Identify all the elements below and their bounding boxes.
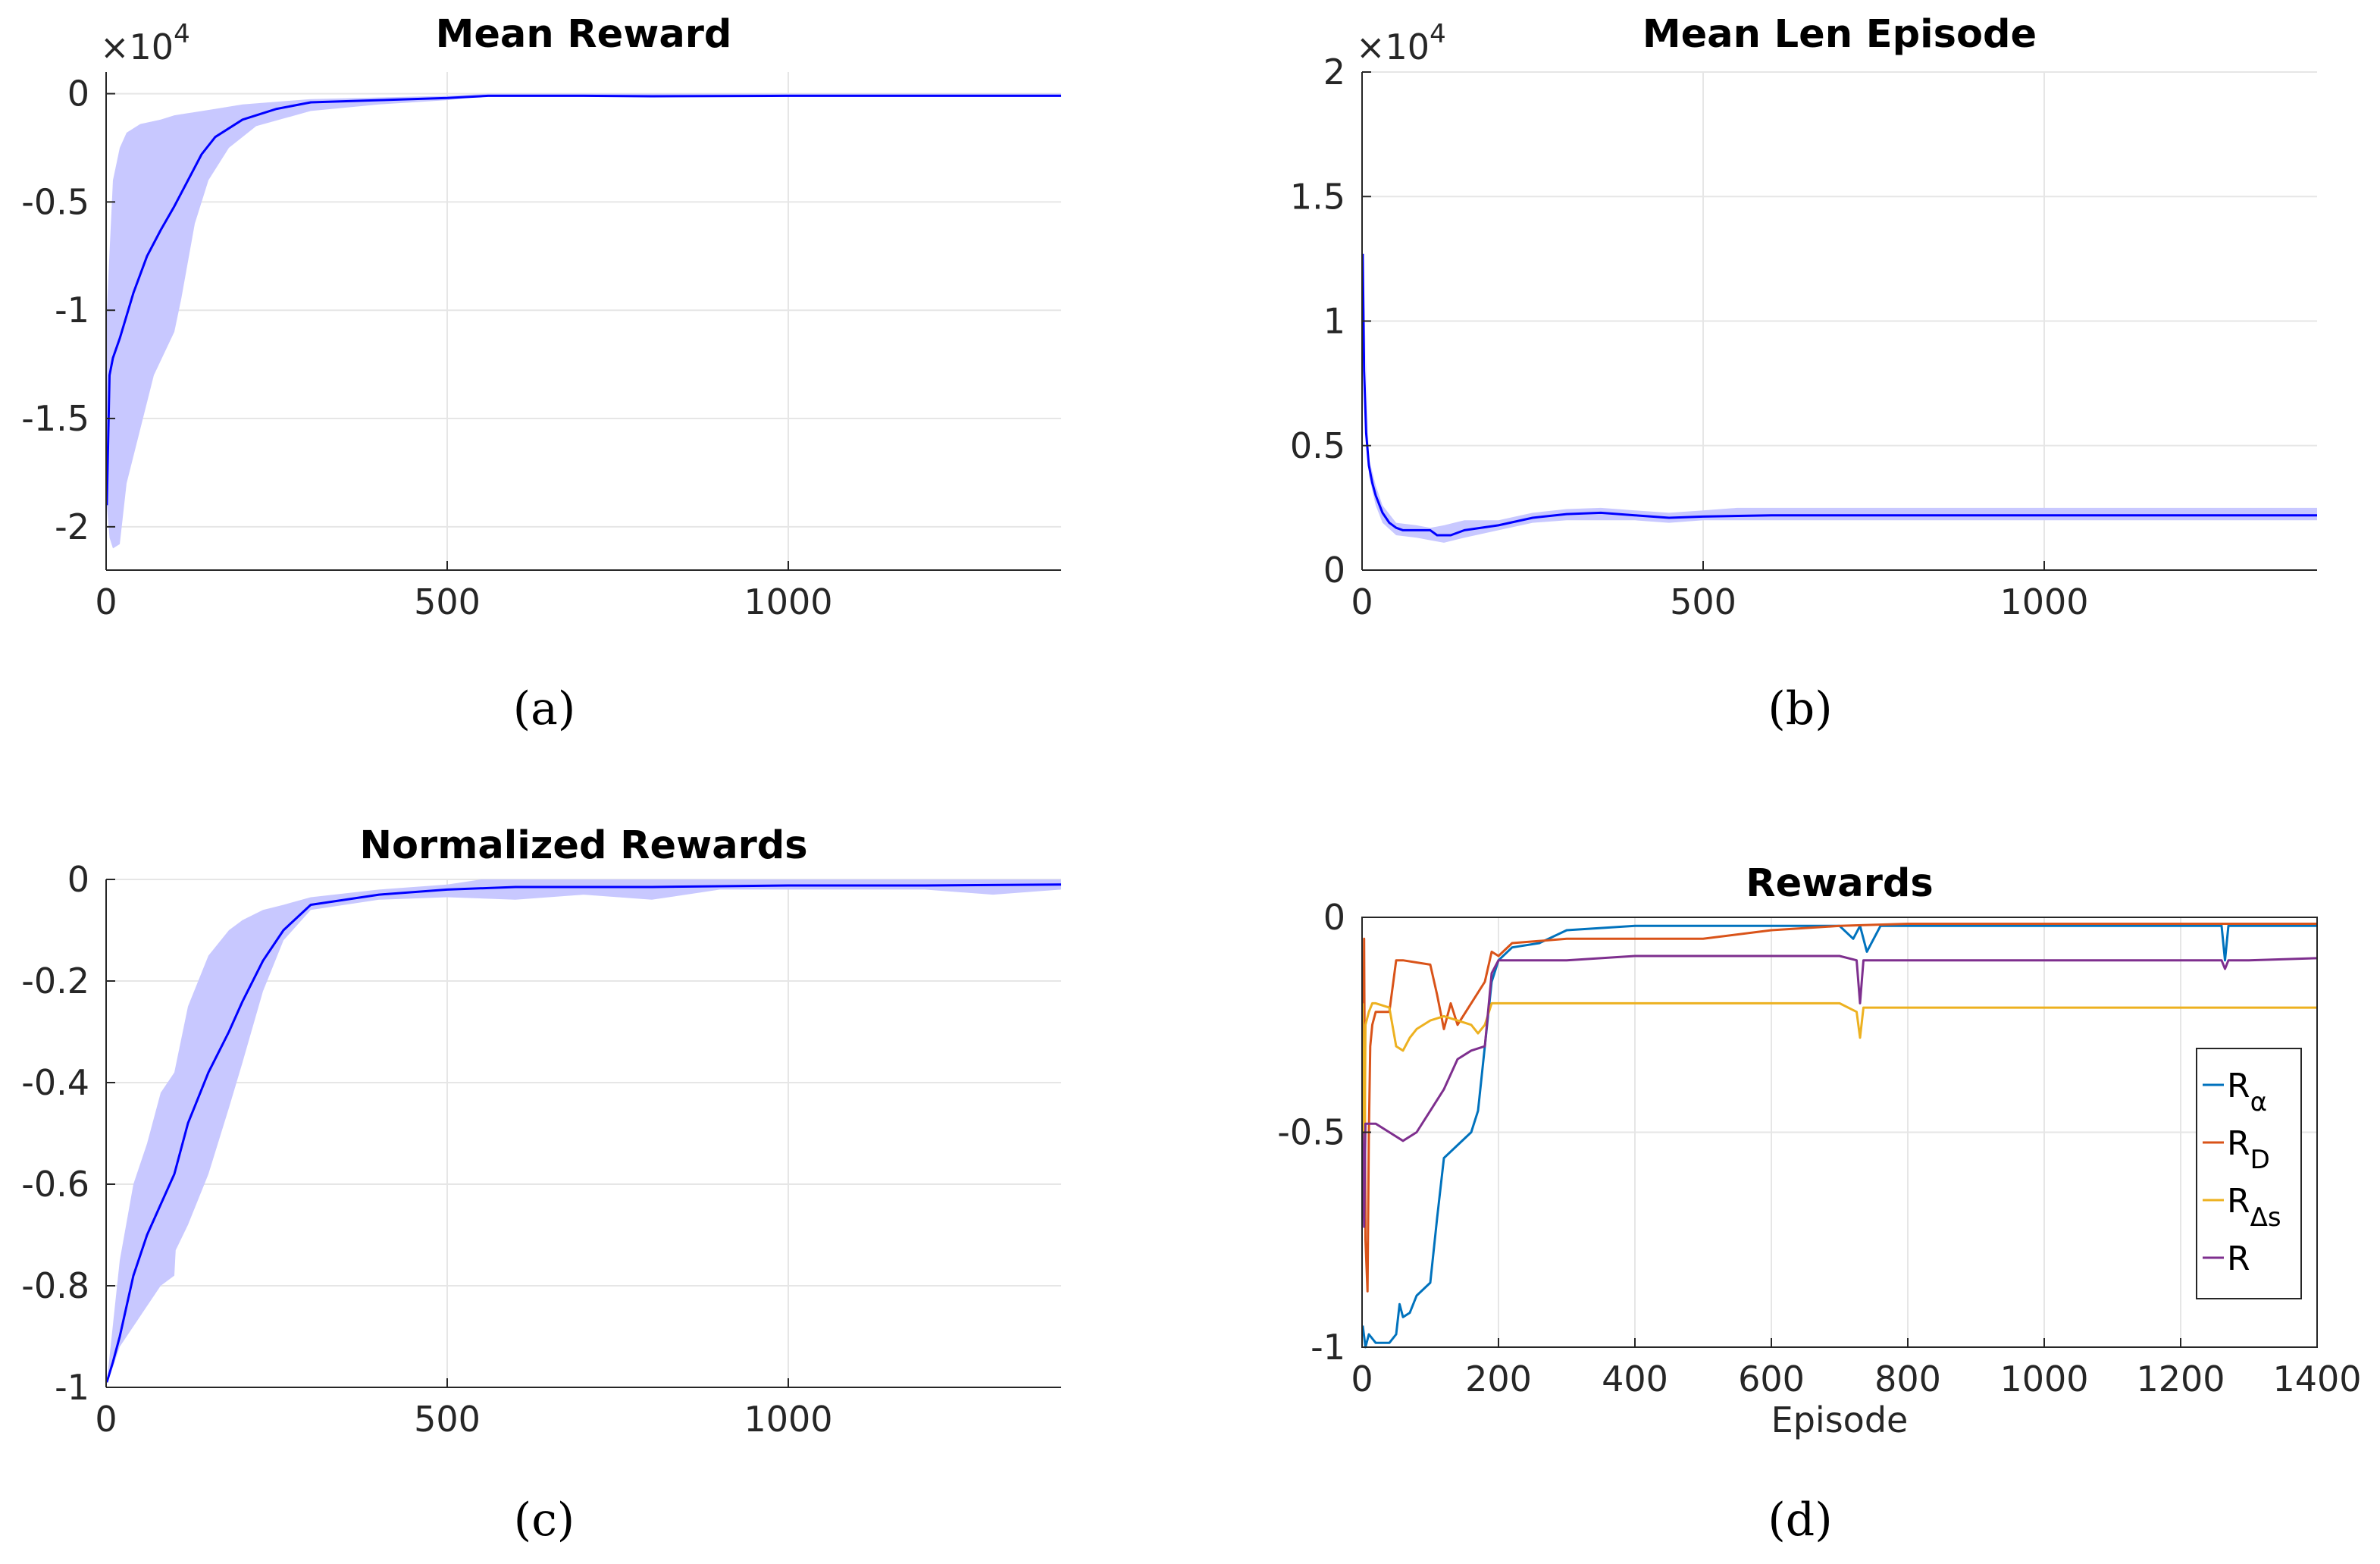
y-tick-label: -0.4 <box>21 1062 89 1103</box>
y-tick-label: 0 <box>67 74 89 114</box>
y-tick-label: 0 <box>1323 550 1345 591</box>
series-line-r-d <box>1361 923 2317 1293</box>
x-tick-label: 500 <box>414 581 481 622</box>
y-tick-label: -0.8 <box>21 1265 89 1306</box>
y-tick-label: -0.2 <box>21 961 89 1001</box>
axis-exponent: ×104 <box>100 19 190 67</box>
series-line-mean <box>105 883 1062 1383</box>
axis-exponent-power: 4 <box>1430 19 1446 49</box>
chart-title: Normalized Rewards <box>359 823 807 868</box>
y-tick-label: 0 <box>67 859 89 900</box>
y-tick-label: -1.5 <box>21 398 89 439</box>
panel-label-d: (d) <box>1768 1493 1832 1547</box>
x-tick-label: 800 <box>1874 1359 1941 1399</box>
x-tick-label: 600 <box>1738 1359 1805 1399</box>
series-line-r <box>1361 954 2318 1228</box>
confidence-band <box>106 879 1061 1383</box>
confidence-band <box>1362 253 2317 543</box>
y-tick-label: -0.5 <box>21 181 89 222</box>
series-line-r-delta-s <box>1361 1001 2317 1220</box>
chart-title: Mean Len Episode <box>1643 12 2037 57</box>
x-tick-label: 500 <box>1670 581 1736 622</box>
x-tick-label: 500 <box>414 1399 481 1440</box>
panel-b: 0 500 1000 0 0.5 1 1.5 2 Mean Len Episode ×104 <box>1290 12 2317 622</box>
legend-label-subscript: D <box>2250 1145 2270 1175</box>
panel-label-c: (c) <box>514 1493 575 1547</box>
legend-label-subscript: Δs <box>2250 1202 2281 1233</box>
x-tick-label: 200 <box>1465 1359 1532 1399</box>
x-axis-label: Episode <box>1771 1399 1909 1440</box>
panel-label-a: (a) <box>513 682 576 735</box>
y-tick-label: -0.5 <box>1277 1112 1345 1153</box>
x-tick-label: 400 <box>1602 1359 1668 1399</box>
legend-label-subscript: α <box>2250 1087 2267 1117</box>
chart-title: Rewards <box>1746 861 1933 906</box>
series-line-mean <box>105 94 1061 506</box>
x-tick-label: 1000 <box>2000 581 2088 622</box>
axis-exponent-power: 4 <box>174 19 190 49</box>
y-tick-label: -1 <box>55 290 89 331</box>
y-tick-label: 0 <box>1323 897 1345 938</box>
x-tick-label: 1000 <box>2000 1359 2088 1399</box>
axis-exponent: ×104 <box>1356 19 1446 67</box>
series-line-r-alpha <box>1361 924 2317 1349</box>
y-tick-label: -2 <box>55 506 89 547</box>
y-tick-label: 1 <box>1323 301 1345 342</box>
x-tick-label: 0 <box>1351 1359 1373 1399</box>
panel-d: 0 200 400 600 800 1000 1200 1400 -1 -0.5 0 Rewards E… <box>1277 861 2361 1440</box>
panel-label-b: (b) <box>1768 682 1832 735</box>
x-tick-label: 1000 <box>744 1399 832 1440</box>
y-tick-label: 1.5 <box>1290 176 1345 217</box>
x-tick-label: 1000 <box>744 581 832 622</box>
x-tick-label: 0 <box>95 581 117 622</box>
y-tick-label: -1 <box>1311 1327 1345 1368</box>
legend-label: R <box>2227 1240 2250 1278</box>
x-tick-label: 1400 <box>2272 1359 2361 1399</box>
series-line-mean <box>1361 253 2317 537</box>
x-tick-label: 0 <box>1351 581 1373 622</box>
y-tick-label: -0.6 <box>21 1164 89 1205</box>
y-tick-label: 2 <box>1323 52 1345 92</box>
panel-a: 0 500 1000 -2 -1.5 -1 -0.5 0 Mean Reward ×104 <box>21 12 1061 622</box>
panel-c: 0 500 1000 -1 -0.8 -0.6 -0.4 -0.2 0 Normalized Re… <box>21 823 1062 1440</box>
chart-title: Mean Reward <box>436 12 732 57</box>
confidence-band <box>106 93 1061 549</box>
x-tick-label: 1200 <box>2136 1359 2225 1399</box>
y-tick-label: -1 <box>55 1367 89 1408</box>
x-tick-label: 0 <box>95 1399 117 1440</box>
y-tick-label: 0.5 <box>1290 425 1345 466</box>
